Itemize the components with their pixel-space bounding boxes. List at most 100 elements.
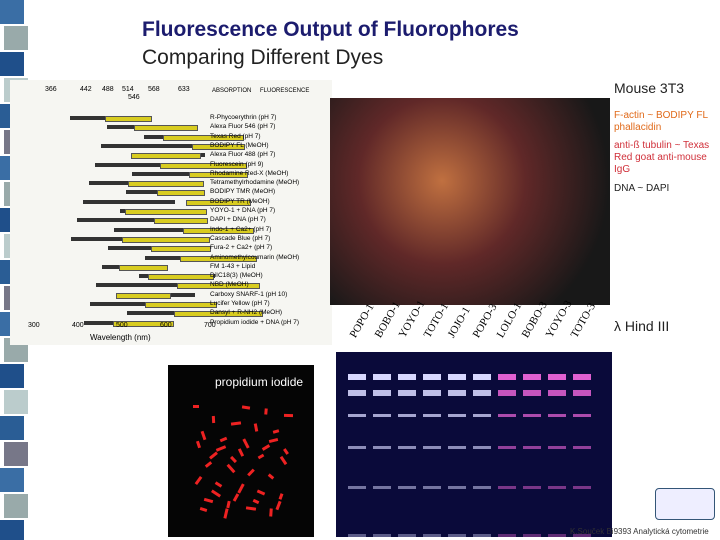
chromosome xyxy=(242,438,250,449)
dye-label: Cascade Blue (pH 7) xyxy=(210,234,271,242)
gel-band xyxy=(548,414,566,417)
dye-label: BODIPY TMR (MeOH) xyxy=(210,188,276,196)
chromosome xyxy=(209,451,218,460)
chromosome xyxy=(283,413,294,418)
cells-note: DNA ~ DAPI xyxy=(614,183,670,194)
gel-band xyxy=(423,390,441,396)
axis-tick-label: 300 xyxy=(28,322,40,329)
gel-band xyxy=(498,486,516,489)
dye-label: DiIC18(3) (MeOH) xyxy=(210,272,263,280)
chromosome xyxy=(194,475,203,486)
decor-square xyxy=(4,494,28,518)
dye-label: Propidium iodide + DNA (pH 7) xyxy=(210,318,300,326)
gel-band xyxy=(573,374,591,380)
gel-band xyxy=(473,390,491,396)
gel-band xyxy=(548,390,566,396)
chromosome xyxy=(203,497,214,504)
gel-band xyxy=(448,534,466,537)
logo xyxy=(655,488,715,520)
gel-band xyxy=(398,414,416,417)
gel-band xyxy=(523,534,541,537)
gel-band xyxy=(523,390,541,396)
em-bar xyxy=(131,153,201,160)
gel-band xyxy=(348,414,366,417)
cell-image xyxy=(330,98,610,305)
chromosome xyxy=(214,481,223,488)
chromosome xyxy=(200,430,207,441)
abs-bar xyxy=(101,143,195,148)
dye-label: BODIPY FL (MeOH) xyxy=(210,141,269,149)
em-bar xyxy=(148,274,214,281)
gel-band xyxy=(473,486,491,489)
chromosome xyxy=(230,455,237,464)
gel-band xyxy=(398,486,416,489)
dye-label: BODIPY TR (MeOH) xyxy=(210,197,270,205)
em-bar xyxy=(145,302,217,308)
chromosome xyxy=(199,507,208,512)
laser-line-label: 633 xyxy=(178,86,190,93)
abs-bar xyxy=(83,199,175,204)
gel-band xyxy=(448,414,466,417)
dye-label: YOYO-1 + DNA (pH 7) xyxy=(210,207,276,214)
decor-square xyxy=(0,52,24,76)
axis-label: Wavelength (nm) xyxy=(90,333,151,342)
gel-band xyxy=(448,446,466,449)
gel-band xyxy=(548,374,566,380)
laser-line-label: 514 xyxy=(122,86,134,93)
decor-square xyxy=(0,520,24,540)
dye-label: FM 1-43 + Lipid xyxy=(210,262,256,270)
gel-band xyxy=(423,534,441,537)
abs-bar xyxy=(96,283,185,288)
dye-label: Dansyl + R-NH2 (MeOH) xyxy=(210,309,283,317)
gel-band xyxy=(473,446,491,449)
laser-line-label: 568 xyxy=(148,86,160,93)
gel-band xyxy=(348,390,366,396)
title: Fluorescence Output of Fluorophores xyxy=(142,18,519,41)
em-bar xyxy=(122,236,210,243)
em-bar xyxy=(125,209,207,215)
gel-band xyxy=(473,534,491,537)
dye-label: R-Phycoerythrin (pH 7) xyxy=(210,114,277,121)
em-bar xyxy=(183,227,254,234)
dye-label: Aminomethylcoumarin (MeOH) xyxy=(210,253,300,261)
abs-bar xyxy=(108,246,185,251)
decor-square xyxy=(4,442,28,466)
gel-band xyxy=(573,486,591,489)
gel-band xyxy=(473,374,491,380)
chromosome xyxy=(275,500,282,511)
em-bar xyxy=(186,199,251,206)
dye-label: NBD (MeOH) xyxy=(210,281,249,289)
decor-square xyxy=(0,0,24,24)
gel-band xyxy=(423,486,441,489)
chromosome xyxy=(279,455,288,466)
gel-band xyxy=(548,446,566,449)
pi-image xyxy=(168,365,314,537)
legend-label: FLUORESCENCE xyxy=(260,88,310,94)
gel-band xyxy=(348,534,366,537)
gel-band xyxy=(373,374,391,380)
dye-label: Carboxy SNARF-1 (pH 10) xyxy=(210,290,288,298)
gel-band xyxy=(373,534,391,537)
em-bar xyxy=(160,162,247,169)
chromosome xyxy=(278,493,284,500)
gel-band xyxy=(448,390,466,396)
chromosome xyxy=(252,498,260,505)
abs-bar xyxy=(132,171,225,176)
em-bar xyxy=(192,143,245,150)
abs-bar xyxy=(70,116,125,120)
footer: K.Souček Bi9393 Analytická cytometrie xyxy=(570,527,709,536)
gel-band xyxy=(523,414,541,417)
chromosome xyxy=(226,463,236,474)
em-bar xyxy=(134,125,198,132)
gel-band xyxy=(373,390,391,396)
em-bar xyxy=(174,311,263,318)
gel-band xyxy=(398,390,416,396)
decor-square xyxy=(0,416,24,440)
chromosome xyxy=(219,436,228,443)
gel-band xyxy=(473,414,491,417)
gel-band xyxy=(373,446,391,449)
marker-label: λ Hind III xyxy=(614,318,670,334)
gel-band xyxy=(373,414,391,417)
gel-band xyxy=(373,486,391,489)
gel-band xyxy=(348,446,366,449)
